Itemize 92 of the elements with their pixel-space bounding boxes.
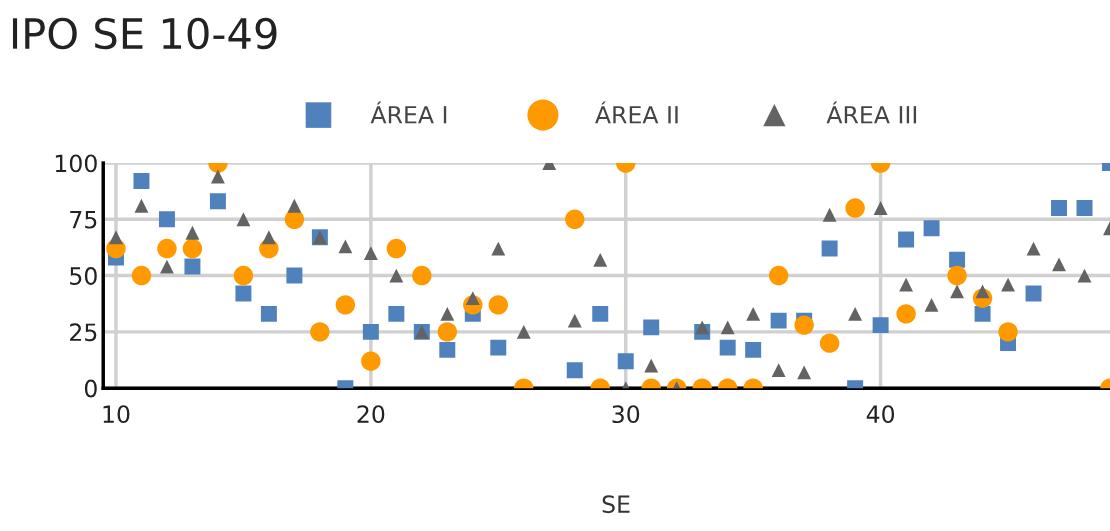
x-tick-label: 40 [866,405,895,424]
legend-label: ÁREA III [826,101,917,124]
point [746,306,761,321]
point [1076,200,1093,217]
point [923,220,940,237]
point [566,362,583,379]
point [286,267,303,284]
point [361,351,381,371]
point [516,324,531,339]
point [157,238,177,259]
y-tick-label: 50 [70,267,97,285]
point [821,240,838,257]
point [210,169,225,184]
point [440,306,455,321]
point [643,319,660,336]
y-tick-label: 100 [55,154,97,173]
point [617,353,634,370]
point [158,211,175,228]
point [745,341,762,358]
point [924,297,939,312]
point [310,322,330,342]
point [1001,277,1015,292]
point [363,246,378,261]
point [184,258,201,275]
point [488,295,509,315]
x-tick-label: 20 [357,405,385,424]
point [1077,268,1092,283]
point [439,341,456,358]
point [899,277,914,292]
point [412,265,432,286]
chart-title: IPO SE 10-49 [12,17,277,50]
point [1025,285,1042,302]
point [567,313,582,328]
point [389,268,404,283]
point [362,323,379,340]
point [768,265,789,286]
point [719,339,736,356]
point [950,284,965,299]
point [1026,241,1041,256]
point [133,173,150,190]
point [898,231,915,248]
point [233,265,254,286]
point [771,363,786,378]
point [134,198,149,213]
x-tick-label: 30 [612,405,640,424]
point [160,259,174,274]
point [182,238,203,259]
point [770,312,787,329]
point [490,339,507,356]
point [720,320,735,335]
legend-label: ÁREA II [595,101,678,124]
point [644,358,659,373]
point [819,333,840,353]
point [565,209,585,230]
point [1051,200,1068,217]
point [236,212,251,227]
point [872,317,889,334]
point [209,193,226,210]
x-axis-title: SE [602,495,630,514]
point [437,322,458,342]
point [873,201,888,215]
point [1052,257,1066,272]
point [947,265,967,286]
point [592,305,609,322]
point [235,285,252,302]
point [388,305,405,322]
point [998,322,1018,342]
point [822,207,837,222]
point [491,241,506,256]
x-tick-label: 10 [103,405,130,424]
point [260,305,277,322]
point [848,306,863,321]
point [974,305,991,322]
point [287,198,302,213]
point [185,225,200,240]
y-tick-label: 0 [84,379,97,398]
point [593,252,608,267]
y-tick-label: 25 [70,323,97,342]
point [338,239,353,254]
legend-label: ÁREA I [370,101,447,124]
point [896,304,916,324]
point [131,265,152,286]
point [261,230,276,245]
point [794,315,814,335]
point [386,238,407,259]
point [335,295,356,315]
point [845,198,865,218]
point [949,251,966,268]
point [695,320,710,335]
y-tick-label: 75 [70,211,97,229]
point [797,365,812,380]
point [109,230,123,245]
